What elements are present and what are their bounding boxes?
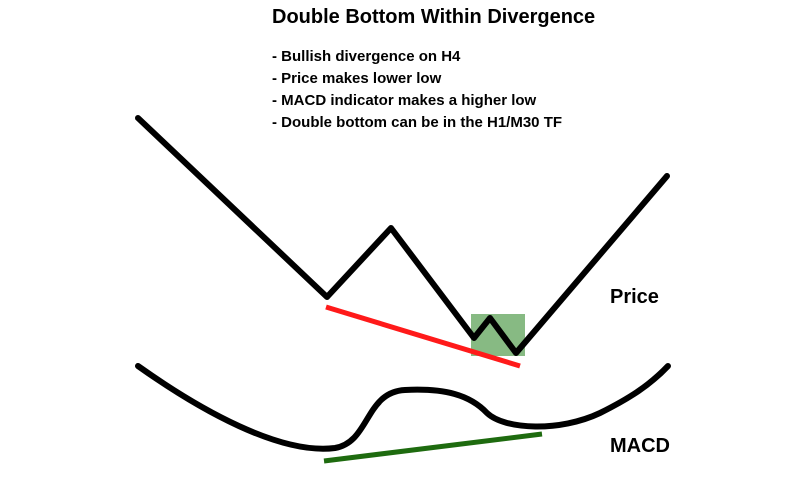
price-label: Price xyxy=(610,286,659,308)
price-divergence-line xyxy=(325,304,521,369)
macd-label: MACD xyxy=(610,435,670,457)
bullet-item: Price makes lower low xyxy=(272,68,562,90)
bullet-list: Bullish divergence on H4 Price makes low… xyxy=(272,46,562,134)
price-line xyxy=(135,115,670,356)
diagram-title: Double Bottom Within Divergence xyxy=(272,6,596,28)
bullet-item: Bullish divergence on H4 xyxy=(272,46,562,68)
bullet-item: Double bottom can be in the H1/M30 TF xyxy=(272,112,562,134)
macd-divergence-line xyxy=(323,431,543,464)
macd-line xyxy=(135,363,671,452)
bullet-item: MACD indicator makes a higher low xyxy=(272,90,562,112)
